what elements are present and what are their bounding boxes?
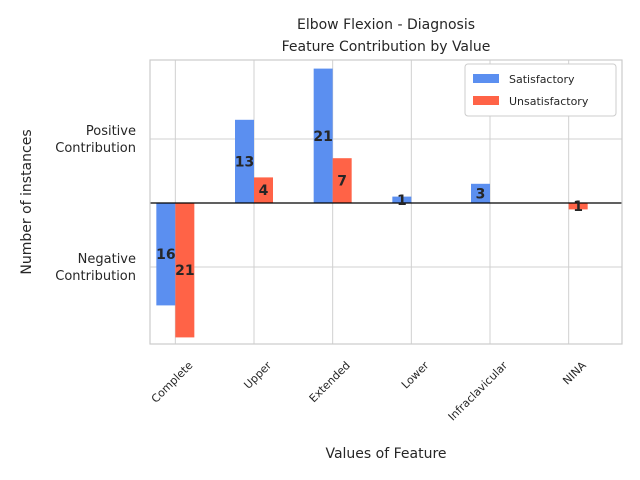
bar-value-label: 13 [235, 154, 254, 170]
bar-satisfactory-extended [313, 68, 333, 203]
legend-label: Satisfactory [509, 73, 575, 86]
legend-swatch [473, 74, 499, 83]
bar-value-label: 3 [476, 186, 486, 202]
x-tick-labels: Complete Upper Extended Lower Infraclavicula… [149, 359, 589, 424]
x-tick-label: Extended [307, 359, 353, 405]
bar-unsatisfactory-complete [175, 203, 195, 338]
x-tick-label: Infraclavicular [446, 359, 511, 424]
bar-value-label: 21 [175, 263, 194, 279]
bar-satisfactory-infraclavicular [471, 183, 490, 203]
x-tick-label: Lower [399, 359, 432, 392]
bar-value-label: 1 [573, 199, 583, 215]
chart-title-line-1: Elbow Flexion - Diagnosis [297, 17, 475, 33]
bar-satisfactory-complete [156, 203, 176, 306]
bar-satisfactory-lower [392, 196, 412, 203]
chart-title-line-2: Feature Contribution by Value [282, 39, 491, 55]
bar-unsatisfactory-extended [332, 158, 352, 203]
y-tick-label: Positive [86, 124, 136, 139]
plot-frame [149, 59, 623, 345]
legend-label: Unsatisfactory [509, 95, 589, 108]
x-tick-label: NINA [560, 359, 589, 388]
legend-swatch [473, 96, 499, 105]
bar-value-label: 21 [313, 129, 332, 145]
x-tick-label: Complete [149, 359, 196, 406]
bar-value-label: 1 [397, 193, 407, 209]
legend-box [464, 63, 617, 117]
bar-unsatisfactory-upper [254, 177, 273, 203]
y-tick-label: Contribution [55, 269, 136, 284]
bar-satisfactory-upper [235, 119, 254, 203]
x-tick-label: Upper [241, 359, 274, 392]
bar-value-label: 4 [259, 183, 269, 199]
y-axis-label: Number of instances [19, 129, 35, 274]
bar-value-label: 7 [337, 174, 347, 190]
y-tick-label: Contribution [55, 141, 136, 156]
y-tick-label: Negative [78, 252, 136, 267]
y-tick-labels: Positive Contribution Negative Contribution [55, 124, 136, 284]
x-axis-label: Values of Feature [325, 446, 446, 462]
bar-unsatisfactory-nina [568, 203, 588, 210]
bar-value-label: 16 [156, 247, 175, 263]
legend: Satisfactory Unsatisfactory [464, 63, 617, 117]
bars [156, 68, 588, 338]
